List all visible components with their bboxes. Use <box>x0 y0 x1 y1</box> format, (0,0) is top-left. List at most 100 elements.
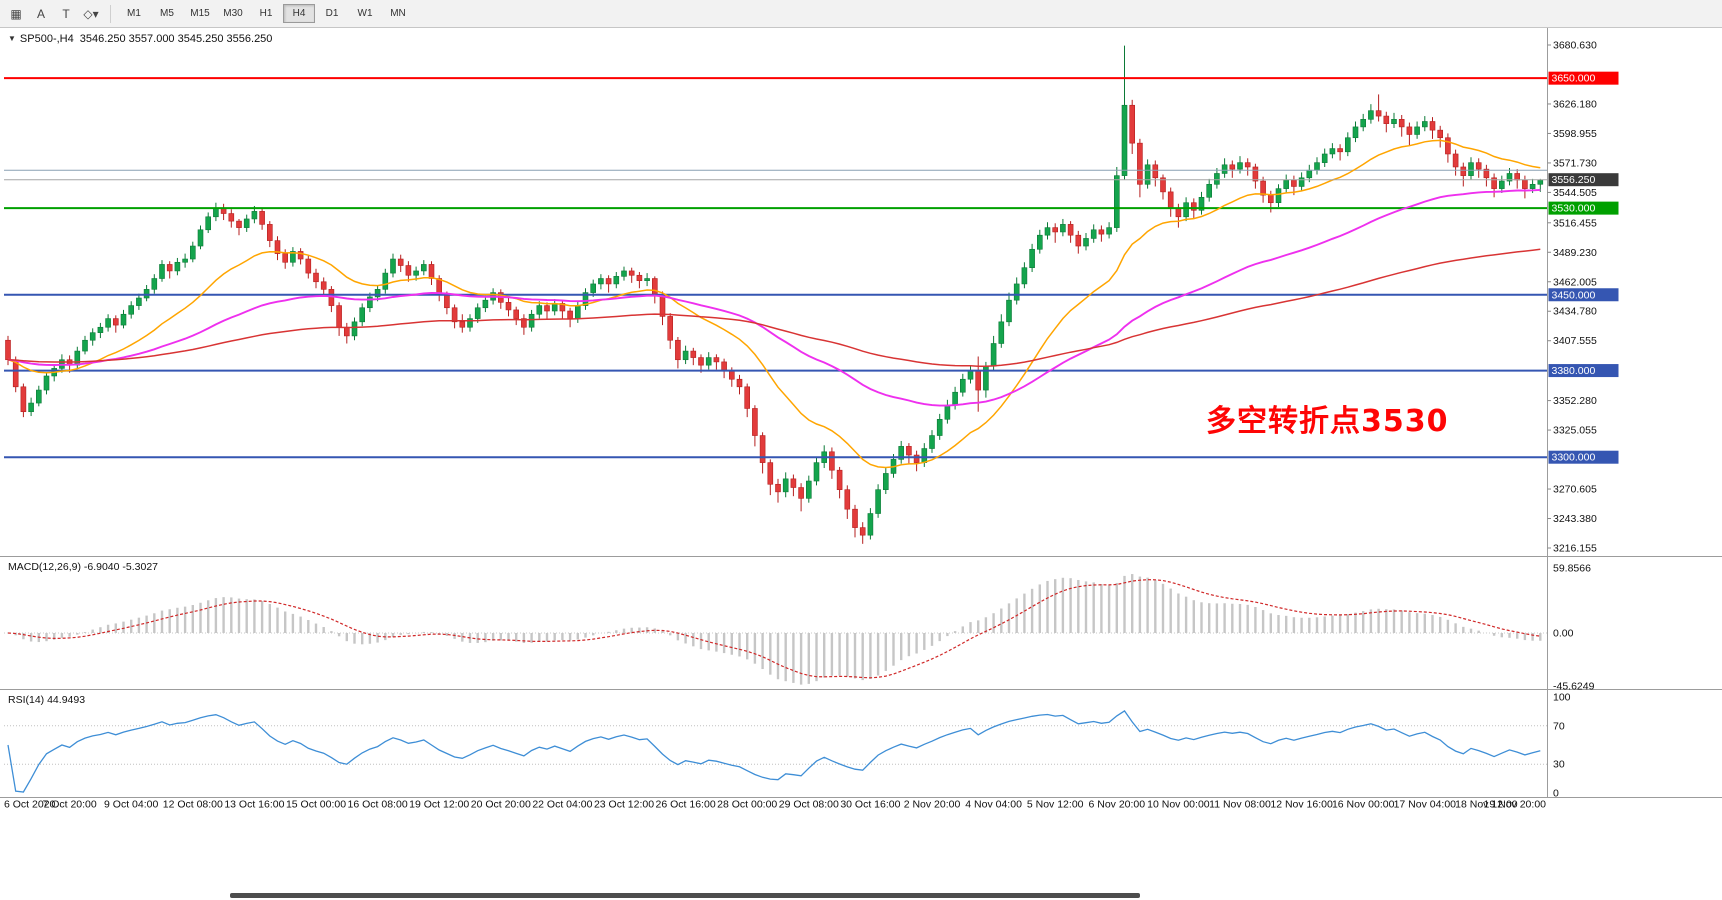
candle-body <box>875 489 881 514</box>
candle-body <box>1383 115 1390 124</box>
text-box-icon[interactable]: T <box>62 6 70 21</box>
timeframe-d1[interactable]: D1 <box>325 8 339 19</box>
timeframe-m5[interactable]: M5 <box>160 8 174 19</box>
price-tick-label: 3489.230 <box>1553 247 1597 259</box>
candle-body <box>1298 177 1305 187</box>
candle-body <box>1090 229 1097 239</box>
candle-body <box>313 272 319 283</box>
price-tick-label: 3544.505 <box>1553 187 1597 199</box>
candle-body <box>367 296 373 309</box>
candle-body <box>382 272 389 290</box>
candle-body <box>82 339 88 352</box>
macd-tick-label: 0.00 <box>1553 628 1574 640</box>
candle-body <box>651 278 658 296</box>
candle-body <box>582 292 589 306</box>
candle-body <box>213 207 219 218</box>
timeframe-m30[interactable]: M30 <box>223 8 243 19</box>
macd-tick-label: -45.6249 <box>1553 681 1595 693</box>
price-tag <box>1548 364 1619 378</box>
chart-ohlc-header: ▼ SP500-,H4 3546.250 3557.000 3545.250 355… <box>8 33 272 45</box>
timeframe-h1[interactable]: H1 <box>259 8 273 19</box>
horizontal-scrollbar-thumb[interactable] <box>230 893 1140 898</box>
price-tag <box>1548 71 1619 85</box>
candle-body <box>1183 202 1189 218</box>
candle-body <box>659 294 666 317</box>
candle-body <box>1013 283 1020 301</box>
candle-body <box>898 446 905 460</box>
symbol-dropdown-icon[interactable]: ▼ <box>8 34 16 43</box>
candle-body <box>728 370 735 380</box>
annotate-text-icon[interactable]: A <box>36 6 45 21</box>
timeframe-m15[interactable]: M15 <box>190 8 210 19</box>
candle-body <box>567 310 573 319</box>
candle-body <box>1360 119 1366 128</box>
draw-shapes-dropdown-icon[interactable]: ◇▾ <box>83 6 99 21</box>
candle-body <box>1345 137 1351 153</box>
candle-body <box>536 305 543 315</box>
candle-body <box>243 218 250 228</box>
candle-body <box>1429 121 1436 131</box>
timeframe-m1[interactable]: M1 <box>127 8 141 19</box>
price-tick-label: 3571.730 <box>1553 157 1597 169</box>
ohlc-values: 3546.250 3557.000 3545.250 3556.250 <box>79 33 273 45</box>
candle-body <box>605 278 612 285</box>
price-tick-label: 3407.555 <box>1553 335 1597 347</box>
candle-body <box>166 264 173 272</box>
price-tick-label: 3216.155 <box>1553 543 1597 555</box>
candle-body <box>1044 227 1051 236</box>
candle-body <box>228 213 235 222</box>
candle-body <box>459 321 466 328</box>
candle-body <box>1160 177 1166 193</box>
candle-body <box>967 370 974 380</box>
candle-body <box>1237 162 1243 170</box>
candle-body <box>1006 299 1012 323</box>
timeframe-h4[interactable]: H4 <box>283 4 315 23</box>
candle-body <box>952 391 958 406</box>
time-axis-label: 19 Oct 12:00 <box>409 799 469 811</box>
time-axis-label: 9 Oct 04:00 <box>104 799 158 811</box>
macd-tick-label: 59.8566 <box>1553 563 1591 575</box>
timeframe-w1[interactable]: W1 <box>357 8 373 19</box>
candle-body <box>1368 110 1374 120</box>
candle-body <box>343 326 350 337</box>
candle-body <box>675 339 681 361</box>
price-tick-label: 3270.605 <box>1553 484 1597 496</box>
candle-body <box>544 305 550 312</box>
candle-body <box>1514 173 1520 181</box>
price-tick-label: 3243.380 <box>1553 513 1597 525</box>
candle-body <box>97 326 104 333</box>
candle-body <box>1414 126 1420 135</box>
rsi-tick-label: 30 <box>1553 759 1565 771</box>
price-tick-label: 3516.455 <box>1553 217 1597 229</box>
candle-body <box>1114 175 1120 228</box>
timeframe-mn[interactable]: MN <box>390 8 406 19</box>
candle-body <box>197 229 204 247</box>
candle-body <box>282 253 289 263</box>
time-axis-label: 16 Oct 08:00 <box>348 799 408 811</box>
candle-body <box>74 350 81 366</box>
candle-body <box>1221 164 1228 174</box>
annotation-text[interactable]: 多空转折点3530 <box>1206 404 1449 439</box>
time-axis-label: 2 Nov 20:00 <box>904 799 961 811</box>
price-tick-label: 3434.780 <box>1553 306 1597 318</box>
candle-body <box>1252 166 1259 182</box>
candle-body <box>1167 191 1174 209</box>
time-axis-label: 15 Oct 00:00 <box>286 799 346 811</box>
candle-body <box>405 265 412 276</box>
candle-body <box>752 408 758 436</box>
candle-body <box>1291 179 1297 187</box>
candle-body <box>1529 183 1536 189</box>
candle-body <box>1268 194 1274 204</box>
time-axis-label: 19 Nov 20:00 <box>1484 799 1547 811</box>
charts-grid-icon[interactable]: ▦ <box>10 6 22 21</box>
candle-body <box>767 462 774 485</box>
candle-body <box>744 386 751 409</box>
time-axis-label: 22 Oct 04:00 <box>532 799 592 811</box>
candle-body <box>574 305 581 319</box>
time-axis-label: 30 Oct 16:00 <box>840 799 900 811</box>
candle-body <box>374 289 381 298</box>
candle-body <box>451 307 458 323</box>
rsi-header: RSI(14) 44.9493 <box>8 694 86 706</box>
candle-body <box>1083 238 1089 247</box>
